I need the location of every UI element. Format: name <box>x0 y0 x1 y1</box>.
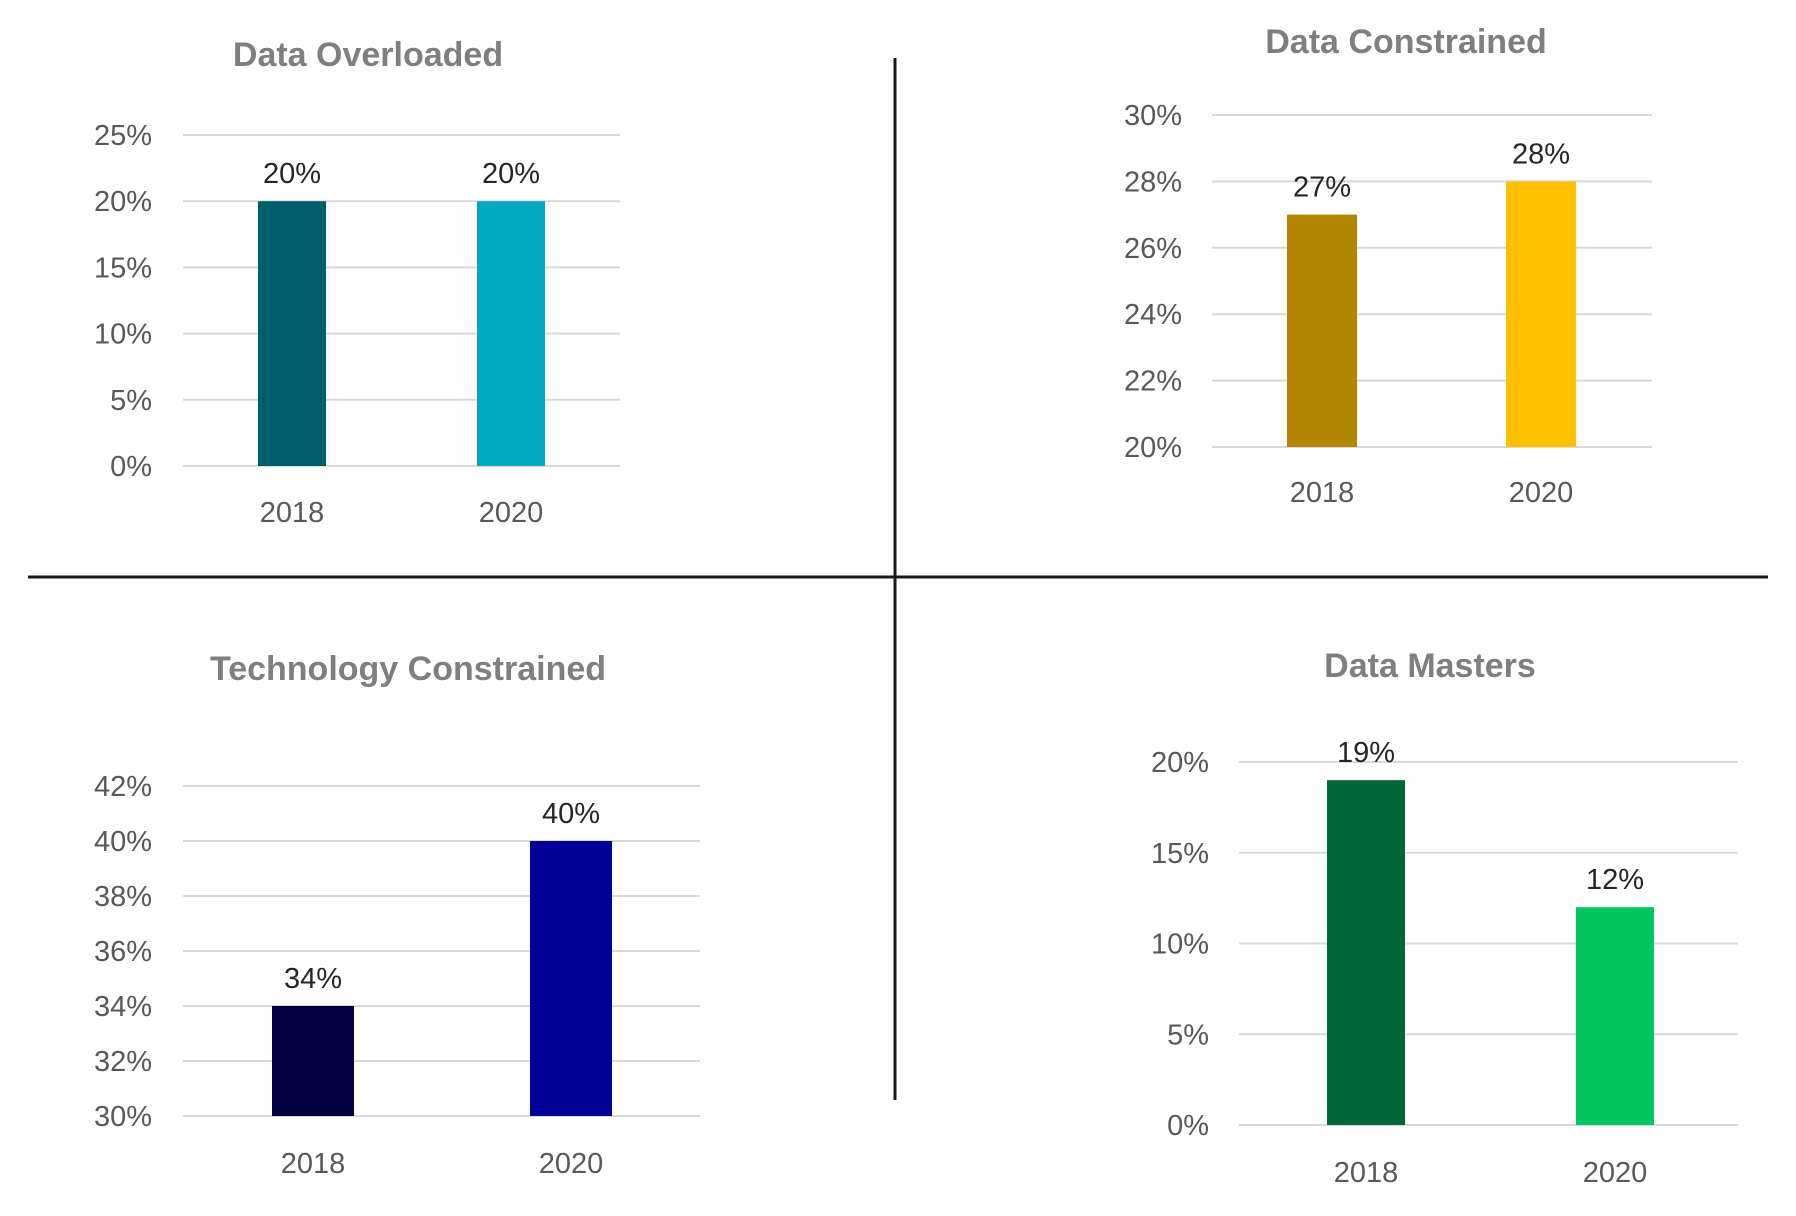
y-tick-label: 0% <box>1167 1110 1209 1142</box>
x-category-label: 2018 <box>1334 1157 1399 1189</box>
y-tick-label: 42% <box>94 771 152 803</box>
y-tick-label: 20% <box>1124 432 1182 464</box>
x-category-label: 2020 <box>1509 477 1574 509</box>
chart-title: Data Overloaded <box>233 36 503 74</box>
y-tick-label: 30% <box>1124 100 1182 132</box>
bar-2018 <box>272 1006 354 1116</box>
y-tick-label: 22% <box>1124 366 1182 398</box>
data-label: 19% <box>1337 737 1395 769</box>
chart-technology-constrained: Technology Constrained 30% 32% 34% 36% 38% 40… <box>94 650 700 1180</box>
chart-data-constrained: Data Constrained 20% 22% 24% 26% 28% 30% 27% 20… <box>1124 23 1652 509</box>
y-tick-label: 32% <box>94 1046 152 1078</box>
chart-title: Technology Constrained <box>210 650 606 688</box>
data-label: 28% <box>1512 138 1570 170</box>
bar-2020 <box>1576 907 1654 1125</box>
bar-2020 <box>530 841 612 1116</box>
y-tick-label: 5% <box>1167 1019 1209 1051</box>
y-tick-label: 20% <box>1151 747 1209 779</box>
y-tick-label: 25% <box>94 120 152 152</box>
chart-data-masters: Data Masters 0% 5% 10% 15% 20% 19% 2018 12% 2020 <box>1151 647 1738 1189</box>
y-tick-label: 10% <box>1151 929 1209 961</box>
data-label: 12% <box>1586 864 1644 896</box>
x-category-label: 2020 <box>1583 1157 1648 1189</box>
y-tick-label: 34% <box>94 991 152 1023</box>
data-label: 20% <box>482 158 540 190</box>
data-label: 27% <box>1293 172 1351 204</box>
y-tick-label: 20% <box>94 186 152 218</box>
y-tick-label: 40% <box>94 826 152 858</box>
x-category-label: 2018 <box>260 497 325 529</box>
chart-title: Data Masters <box>1324 647 1536 685</box>
bar-2018 <box>1287 214 1357 447</box>
chart-data-overloaded: Data Overloaded 0% 5% 10% 15% 20% 25% 20% 2018 2… <box>94 36 620 529</box>
y-tick-label: 5% <box>110 385 152 417</box>
y-tick-label: 24% <box>1124 299 1182 331</box>
y-tick-label: 15% <box>1151 838 1209 870</box>
y-tick-label: 38% <box>94 881 152 913</box>
bar-2018 <box>1327 780 1405 1125</box>
x-category-label: 2020 <box>539 1148 604 1180</box>
data-label: 40% <box>542 798 600 830</box>
chart-title: Data Constrained <box>1265 23 1547 61</box>
x-category-label: 2018 <box>1290 477 1355 509</box>
bar-2020 <box>1506 181 1576 447</box>
y-tick-label: 26% <box>1124 233 1182 265</box>
y-tick-label: 10% <box>94 319 152 351</box>
x-category-label: 2018 <box>281 1148 346 1180</box>
y-tick-label: 0% <box>110 451 152 483</box>
y-tick-label: 15% <box>94 252 152 284</box>
data-label: 20% <box>263 158 321 190</box>
bar-2020 <box>477 201 545 466</box>
x-category-label: 2020 <box>479 497 544 529</box>
y-tick-label: 30% <box>94 1101 152 1133</box>
data-label: 34% <box>284 963 342 995</box>
bar-2018 <box>258 201 326 466</box>
y-tick-label: 36% <box>94 936 152 968</box>
y-tick-label: 28% <box>1124 166 1182 198</box>
